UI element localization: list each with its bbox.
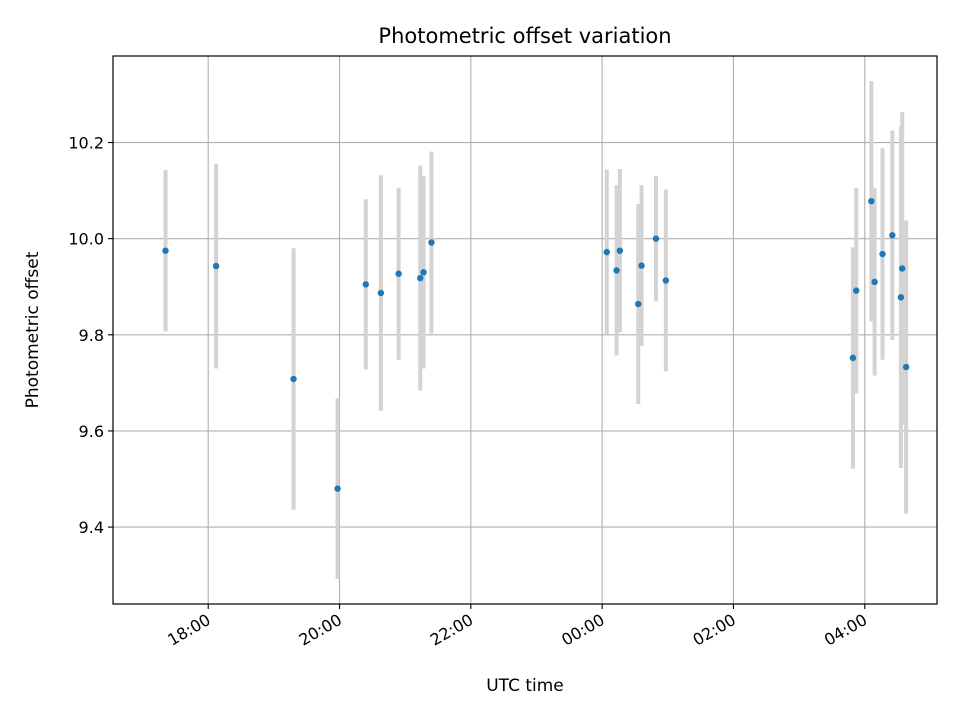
y-axis-label: Photometric offset bbox=[23, 251, 43, 408]
data-point bbox=[635, 300, 642, 308]
data-point bbox=[662, 277, 670, 284]
data-point bbox=[420, 269, 427, 276]
data-point bbox=[417, 274, 424, 282]
data-point bbox=[897, 294, 905, 301]
data-point bbox=[652, 235, 660, 242]
data-point bbox=[853, 287, 860, 294]
y-tick-label: 9.6 bbox=[79, 422, 104, 441]
chart-title: Photometric offset variation bbox=[378, 24, 671, 48]
data-point bbox=[334, 485, 341, 492]
data-point bbox=[902, 363, 910, 371]
data-point bbox=[871, 278, 878, 286]
data-point bbox=[212, 262, 220, 270]
data-point bbox=[290, 375, 297, 383]
y-tick-label: 10.2 bbox=[68, 134, 104, 153]
plot-frame bbox=[112, 55, 938, 605]
data-point bbox=[849, 354, 857, 362]
data-point bbox=[395, 270, 402, 277]
y-axis-ticks: 9.4 9.6 9.8 10.0 10.2 bbox=[68, 134, 113, 537]
y-tick-label: 9.8 bbox=[79, 326, 104, 345]
y-tick-label: 9.4 bbox=[79, 518, 104, 537]
data-point bbox=[603, 248, 610, 256]
data-point bbox=[889, 232, 896, 239]
y-tick-label: 10.0 bbox=[68, 230, 104, 249]
data-point bbox=[428, 239, 435, 246]
x-axis-label: UTC time bbox=[486, 676, 564, 696]
data-point bbox=[879, 250, 886, 258]
grid-lines bbox=[113, 56, 937, 604]
data-point bbox=[638, 262, 645, 269]
data-point bbox=[362, 281, 369, 288]
data-point bbox=[377, 289, 385, 297]
data-point bbox=[899, 265, 906, 272]
data-point bbox=[868, 197, 875, 205]
data-point bbox=[616, 247, 624, 254]
data-point bbox=[162, 247, 169, 254]
data-points bbox=[162, 197, 910, 492]
data-point bbox=[613, 267, 620, 274]
